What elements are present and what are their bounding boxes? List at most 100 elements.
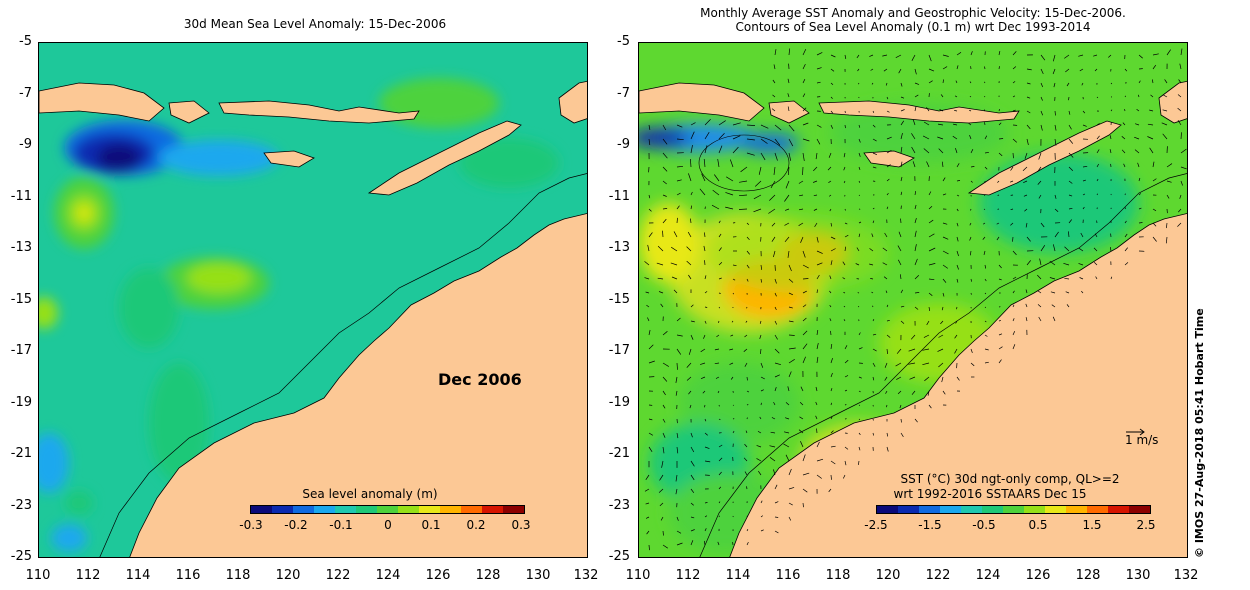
velocity-vector: [908, 348, 916, 352]
velocity-vector: [816, 356, 819, 364]
velocity-vector: [717, 390, 720, 394]
velocity-vector: [1138, 222, 1143, 224]
velocity-vector: [1152, 178, 1157, 182]
velocity-vector: [830, 248, 836, 252]
velocity-vector: [884, 232, 888, 238]
velocity-vector: [886, 192, 889, 196]
velocity-vector: [869, 248, 874, 252]
velocity-vector: [676, 179, 682, 182]
velocity-vector: [648, 124, 651, 130]
velocity-vector: [998, 264, 1002, 269]
velocity-vector: [1040, 68, 1044, 75]
velocity-vector: [828, 488, 832, 493]
sst-australia-landmass: [729, 213, 1187, 557]
velocity-vector: [657, 245, 664, 252]
velocity-vector: [648, 138, 651, 146]
velocity-vector: [773, 401, 776, 406]
velocity-vector: [969, 134, 972, 140]
lon-tick-left: 116: [175, 568, 201, 583]
velocity-vector: [704, 260, 706, 266]
velocity-vector: [753, 194, 762, 200]
velocity-vector: [911, 390, 916, 395]
velocity-vector: [662, 404, 666, 409]
velocity-vector: [1050, 291, 1056, 294]
velocity-vector: [856, 247, 860, 252]
velocity-vector: [1121, 136, 1126, 140]
velocity-vector: [908, 362, 916, 365]
velocity-vector: [1051, 304, 1056, 308]
velocity-vector: [648, 232, 653, 238]
velocity-vector: [830, 54, 836, 58]
velocity-vector: [956, 52, 962, 56]
lat-tick-left: -7: [19, 86, 32, 101]
velocity-vector: [816, 289, 818, 294]
sla-colorbar-tick: 0.2: [466, 518, 486, 532]
velocity-vector: [648, 208, 652, 212]
velocity-vector: [662, 218, 667, 224]
velocity-vector: [1022, 166, 1028, 171]
velocity-vector: [886, 96, 889, 100]
velocity-vector: [690, 320, 695, 323]
velocity-vector: [886, 348, 888, 355]
velocity-vector: [1068, 180, 1073, 184]
velocity-vector: [1024, 152, 1028, 160]
velocity-vector: [686, 362, 692, 368]
velocity-vector: [1161, 122, 1168, 126]
velocity-vector: [732, 404, 735, 406]
velocity-vector: [787, 93, 790, 98]
velocity-vector: [857, 306, 860, 308]
velocity-vector: [662, 418, 666, 423]
sla-colorbar-tick: 0.1: [421, 518, 441, 532]
velocity-vector: [969, 96, 972, 98]
velocity-vector: [1054, 138, 1057, 146]
velocity-vector: [759, 320, 762, 324]
velocity-vector: [714, 174, 720, 182]
velocity-vector: [914, 218, 917, 224]
velocity-vector: [924, 376, 930, 382]
velocity-vector: [800, 236, 804, 243]
velocity-vector: [1180, 166, 1187, 170]
velocity-vector: [1037, 166, 1042, 173]
velocity-vector: [760, 500, 763, 504]
velocity-vector: [744, 334, 748, 338]
velocity-vector: [1068, 96, 1070, 101]
velocity-vector: [953, 123, 958, 126]
velocity-vector: [718, 120, 726, 126]
velocity-vector: [774, 320, 778, 325]
velocity-vector: [1010, 166, 1014, 171]
velocity-vector: [983, 208, 986, 210]
velocity-vector: [802, 278, 809, 280]
velocity-vector: [842, 474, 846, 479]
velocity-vector: [897, 259, 902, 266]
velocity-vector: [675, 376, 678, 383]
velocity-vector: [956, 250, 959, 257]
lat-tick-left: -15: [10, 292, 32, 307]
velocity-vector: [1012, 152, 1014, 159]
velocity-vector: [1109, 247, 1112, 252]
velocity-vector: [690, 502, 694, 506]
velocity-vector: [1177, 120, 1182, 126]
velocity-vector: [648, 418, 653, 421]
velocity-vector: [690, 488, 695, 494]
velocity-vector: [718, 457, 723, 462]
velocity-vector: [676, 124, 683, 128]
velocity-vector: [732, 292, 735, 295]
velocity-vector: [940, 320, 944, 325]
velocity-vector: [870, 278, 874, 280]
velocity-vector: [746, 250, 750, 255]
velocity-vector: [1166, 194, 1170, 199]
colorbar-segment: [1024, 506, 1045, 513]
velocity-vector: [830, 96, 833, 99]
velocity-vector: [774, 362, 781, 366]
velocity-vector: [926, 107, 930, 112]
lat-tick-left: -5: [19, 34, 32, 49]
velocity-vector: [855, 263, 860, 266]
velocity-vector: [900, 109, 905, 112]
velocity-vector: [843, 291, 846, 294]
velocity-vector: [1052, 244, 1056, 252]
velocity-vector: [983, 109, 986, 112]
velocity-vector: [1068, 166, 1074, 171]
geostrophic-velocity-vectors: [644, 48, 1187, 551]
velocity-vector: [1012, 81, 1016, 84]
velocity-vector: [660, 303, 664, 308]
